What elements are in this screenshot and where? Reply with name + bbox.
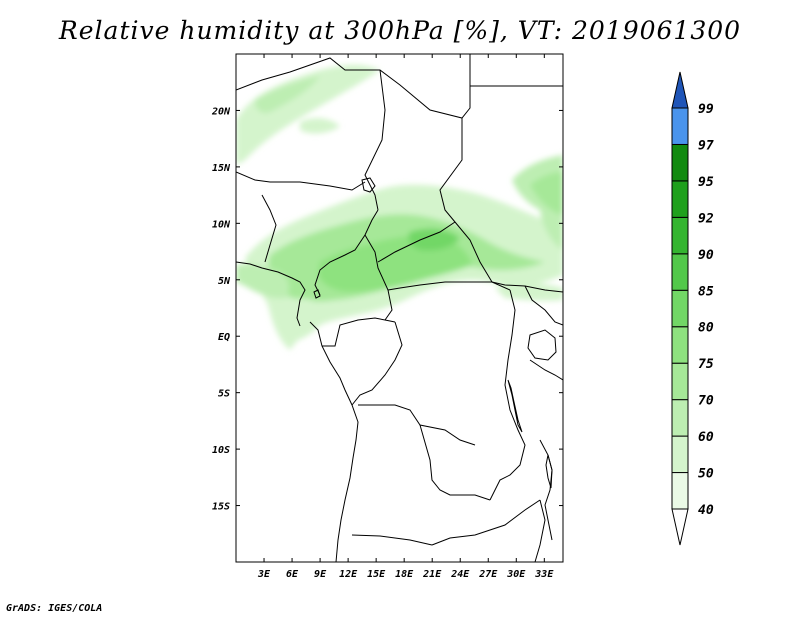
lat-tick-label: 10N <box>212 219 231 230</box>
humidity-region-coast <box>236 263 290 299</box>
lake-victoria <box>527 329 557 361</box>
island-bioko <box>313 289 321 299</box>
colorbar-upper-triangle <box>671 71 689 109</box>
border-gabon-congo <box>322 317 396 347</box>
border-uganda-kenya <box>524 285 563 326</box>
lon-tick-label: 15E <box>367 569 386 580</box>
lon-tick-label: 3E <box>257 569 271 580</box>
lon-tick-label: 9E <box>314 569 327 580</box>
lat-tick-label: 15S <box>212 502 230 513</box>
border-nigeria-cameroon <box>314 209 379 296</box>
colorbar-label: 60 <box>698 430 714 445</box>
border-car-north <box>377 221 456 263</box>
colorbar-label: 70 <box>698 394 714 409</box>
colorbar-lower-triangle <box>671 508 689 546</box>
colorbar-label: 90 <box>698 248 714 263</box>
lat-tick-label: 15N <box>212 163 231 174</box>
colorbar-swatch <box>671 362 689 401</box>
humidity-region-northwest-core <box>255 76 320 113</box>
grads-credit: GrADS: IGES/COLA <box>6 603 103 614</box>
humidity-region-northwest <box>236 64 380 165</box>
border-angola-zambia <box>419 424 491 501</box>
lon-tick-label: 18E <box>395 569 414 580</box>
country-borders <box>236 54 563 562</box>
lat-tick-label: 5S <box>218 389 230 400</box>
lon-tick-label: 6E <box>286 569 299 580</box>
border-mozambique <box>534 499 546 562</box>
lon-tick-label: 30E <box>506 569 526 580</box>
latitude-axis: 20N 15N 10N 5N EQ 5S 10S 15S <box>211 106 563 513</box>
lat-tick-label: 10S <box>212 445 230 456</box>
lake-malawi <box>545 454 553 489</box>
colorbar-swatch <box>671 472 689 510</box>
border-angola-drc <box>358 404 476 446</box>
colorbar-swatch <box>671 435 689 474</box>
humidity-region-sahel-peak <box>408 228 460 251</box>
border-drc-congo <box>351 321 403 406</box>
colorbar-swatch <box>671 216 689 255</box>
colorbar-swatch <box>671 253 689 291</box>
humidity-region-east <box>495 283 563 301</box>
border-tanzania <box>529 359 563 381</box>
colorbar-label: 85 <box>698 284 714 299</box>
border-malawi <box>539 439 553 541</box>
lat-tick-label: EQ <box>218 332 230 343</box>
longitude-axis: 3E 6E 9E 12E 15E 18E 21E 24E 27E 30E 33E <box>257 54 554 580</box>
colorbar-label: 92 <box>698 211 714 226</box>
border-cameroon-car <box>364 234 393 321</box>
colorbar-swatch <box>671 180 689 218</box>
coastline-central-africa <box>309 321 359 562</box>
colorbar-label: 80 <box>698 321 714 336</box>
map-frame <box>235 53 564 563</box>
lon-tick-label: 24E <box>450 569 470 580</box>
colorbar-label: 75 <box>698 357 714 372</box>
colorbar-label: 95 <box>698 175 714 190</box>
lon-tick-label: 27E <box>478 569 498 580</box>
border-nigeria <box>261 194 277 263</box>
border-angola-namibia <box>351 534 433 546</box>
humidity-region-northeast-core <box>530 172 563 215</box>
lake-tanganyika <box>507 379 523 433</box>
lon-tick-label: 21E <box>422 569 442 580</box>
colorbar-swatch <box>671 143 689 182</box>
border-zambia-south <box>431 499 541 546</box>
colorbar-swatch <box>671 289 689 328</box>
map-title: Relative humidity at 300hPa [%], VT: 201… <box>58 16 742 45</box>
lon-tick-label: 12E <box>339 569 358 580</box>
border-chad-sudan <box>439 118 493 283</box>
colorbar-label: 40 <box>698 503 714 518</box>
border-drc-east <box>489 289 526 501</box>
border-niger-south <box>236 171 366 191</box>
colorbar-label: 50 <box>698 467 714 482</box>
colorbar-label: 99 <box>698 102 714 117</box>
lat-tick-label: 5N <box>218 276 231 287</box>
colorbar-swatch <box>671 326 689 364</box>
colorbar-swatch <box>671 107 689 145</box>
border-niger-chad <box>364 69 386 211</box>
lake-chad <box>361 177 376 193</box>
humidity-region-northwest-cloud <box>300 118 340 134</box>
colorbar: 40 50 60 70 75 80 85 90 92 95 97 99 <box>671 71 714 546</box>
colorbar-label: 97 <box>698 138 714 153</box>
lat-tick-label: 20N <box>211 106 231 117</box>
lon-tick-label: 33E <box>534 569 554 580</box>
coastline-west-africa <box>236 261 306 327</box>
colorbar-swatch <box>671 399 689 437</box>
